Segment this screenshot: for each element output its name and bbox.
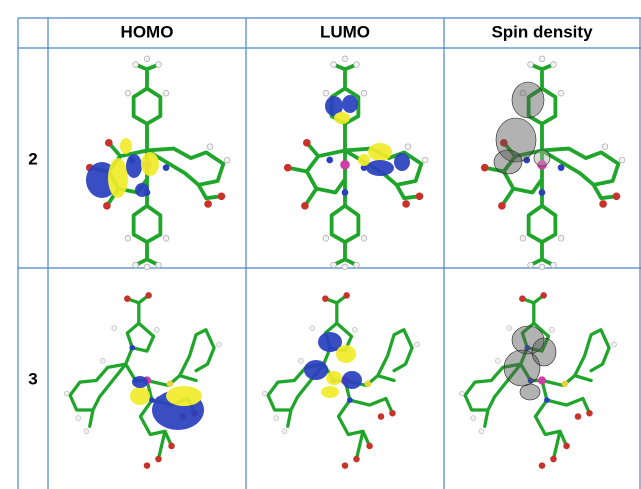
homo-image	[64, 292, 221, 469]
column-header: Spin density	[491, 22, 593, 41]
page: {"table": {"header": ["HOMO", "LUMO", "S…	[0, 0, 641, 489]
homo-image	[86, 56, 230, 270]
table-grid	[18, 18, 641, 489]
spin-density-image	[481, 56, 625, 270]
column-header: HOMO	[121, 22, 174, 41]
row-label: 3	[28, 369, 37, 388]
column-header: LUMO	[320, 22, 370, 41]
lumo-image	[284, 56, 428, 270]
spin-density-image	[459, 292, 616, 469]
lumo-image	[262, 292, 419, 469]
figure-table: HOMO LUMO Spin density 2 3	[0, 0, 641, 489]
row-label: 2	[28, 149, 37, 168]
